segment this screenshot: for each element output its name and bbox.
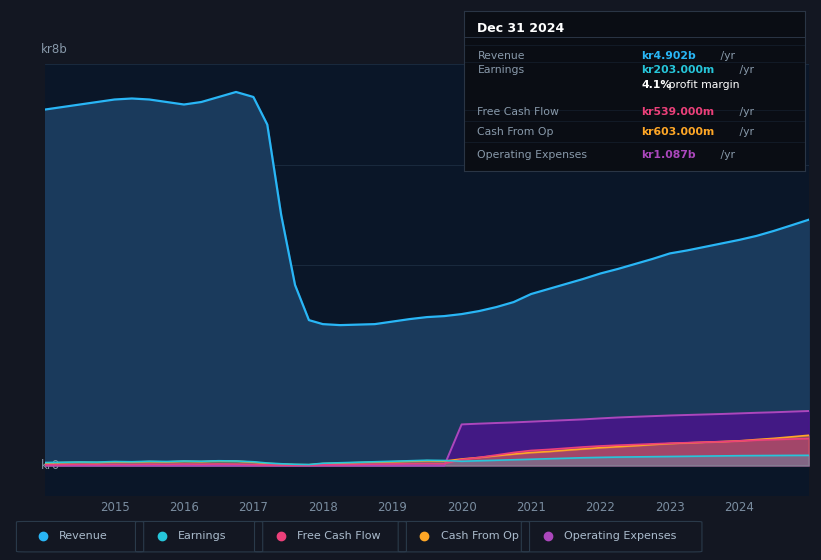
Text: kr8b: kr8b	[41, 43, 68, 56]
Text: kr4.902b: kr4.902b	[641, 51, 695, 61]
Text: kr0: kr0	[41, 459, 61, 472]
Text: Cash From Op: Cash From Op	[441, 531, 519, 541]
Text: Operating Expenses: Operating Expenses	[478, 150, 588, 160]
Text: /yr: /yr	[736, 128, 754, 138]
Text: profit margin: profit margin	[665, 80, 740, 90]
Text: kr203.000m: kr203.000m	[641, 66, 714, 75]
Text: Revenue: Revenue	[478, 51, 525, 61]
Text: /yr: /yr	[718, 51, 736, 61]
Text: /yr: /yr	[736, 66, 754, 75]
Text: Earnings: Earnings	[478, 66, 525, 75]
Text: Cash From Op: Cash From Op	[478, 128, 554, 138]
Text: Dec 31 2024: Dec 31 2024	[478, 22, 565, 35]
Text: kr603.000m: kr603.000m	[641, 128, 714, 138]
Text: 4.1%: 4.1%	[641, 80, 672, 90]
Text: Free Cash Flow: Free Cash Flow	[297, 531, 381, 541]
Text: /yr: /yr	[718, 150, 736, 160]
Text: Operating Expenses: Operating Expenses	[564, 531, 677, 541]
Text: Revenue: Revenue	[59, 531, 108, 541]
Text: kr1.087b: kr1.087b	[641, 150, 695, 160]
Text: Free Cash Flow: Free Cash Flow	[478, 107, 559, 116]
Text: Earnings: Earnings	[178, 531, 227, 541]
Text: /yr: /yr	[736, 107, 754, 116]
Text: kr539.000m: kr539.000m	[641, 107, 714, 116]
